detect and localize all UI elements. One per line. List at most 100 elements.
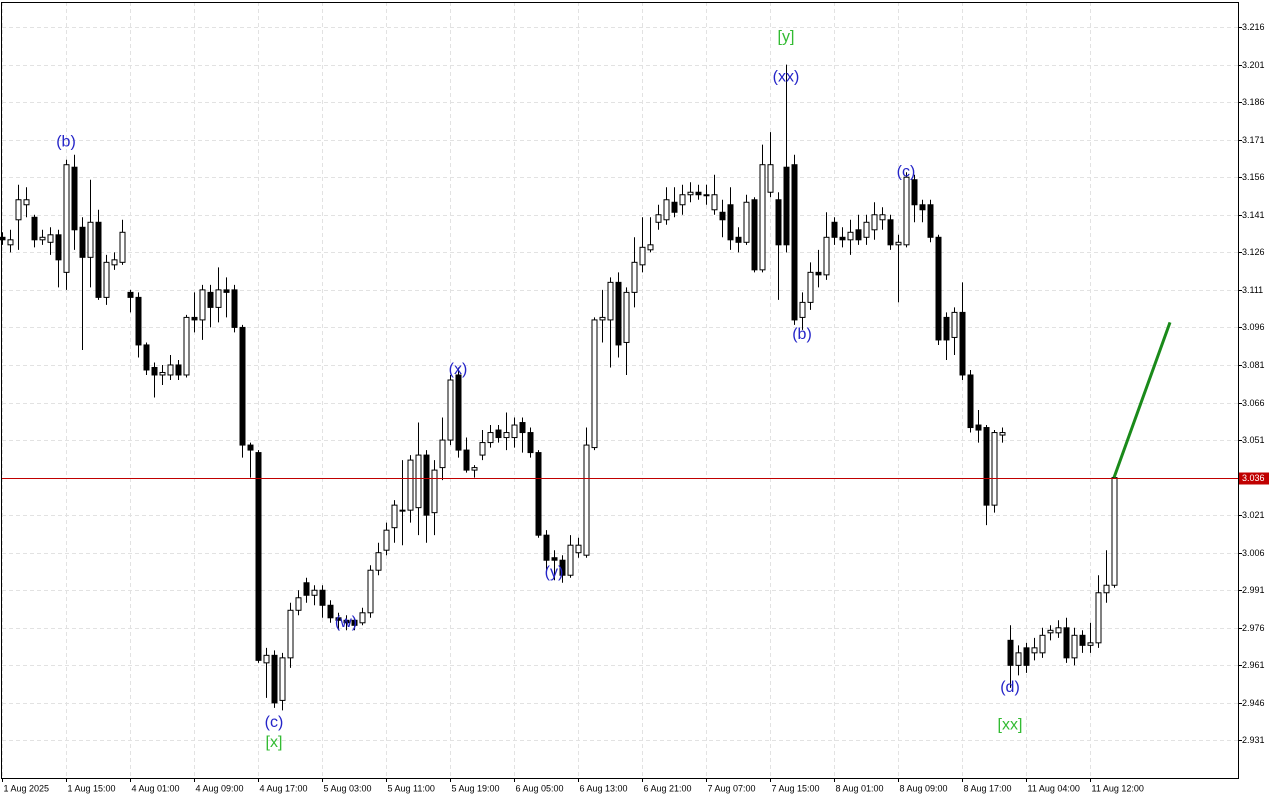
candle-body xyxy=(239,326,246,446)
candle-body xyxy=(663,199,670,221)
wave-label: (x) xyxy=(449,361,468,378)
y-tick-label: 2.931 xyxy=(1242,735,1265,745)
candle-body xyxy=(975,424,982,431)
overlay: (b) (c) [x] (w) (x) (y) (xx) [y] (b) (c) (d) [xx] xyxy=(2,28,1238,751)
candle-body xyxy=(559,559,566,576)
y-tick-label: 2.991 xyxy=(1242,585,1265,595)
candle-body xyxy=(711,194,718,211)
candle-body xyxy=(543,534,550,561)
candle-body xyxy=(719,211,726,221)
y-tick-label: 3.081 xyxy=(1242,360,1265,370)
candle-body xyxy=(735,236,742,243)
candle-body xyxy=(495,429,502,439)
x-tick-label: 4 Aug 17:00 xyxy=(260,783,308,793)
candle-body xyxy=(527,432,534,454)
candle-body xyxy=(479,442,486,456)
candle-body xyxy=(231,289,238,328)
candle-body xyxy=(847,231,854,241)
candle-body xyxy=(871,214,878,231)
candle-body xyxy=(799,301,806,318)
candle-body xyxy=(1015,652,1022,666)
wave-label: (w) xyxy=(335,614,357,631)
wave-label: (c) xyxy=(265,714,284,731)
candle-body xyxy=(367,569,374,614)
x-tick-label: 8 Aug 01:00 xyxy=(836,783,884,793)
candle-body xyxy=(375,552,382,571)
y-tick-label: 2.961 xyxy=(1242,660,1265,670)
candle-body xyxy=(759,164,766,271)
candle-body xyxy=(1095,592,1102,644)
candle-body xyxy=(431,469,438,514)
candle-body xyxy=(127,291,134,298)
candle-body xyxy=(103,261,110,298)
candle-body xyxy=(311,589,318,596)
candle-body xyxy=(503,432,510,439)
x-tick-label: 8 Aug 17:00 xyxy=(964,783,1012,793)
candle-body xyxy=(863,221,870,238)
x-tick-label: 1 Aug 2025 xyxy=(4,783,50,793)
candle-body xyxy=(255,452,262,661)
candle-body xyxy=(199,289,206,321)
y-tick-label: 3.051 xyxy=(1242,435,1265,445)
x-tick-label: 7 Aug 07:00 xyxy=(708,783,756,793)
candle-body xyxy=(391,504,398,529)
candle-body xyxy=(15,199,22,221)
candle-body xyxy=(1039,634,1046,654)
wave-label: (d) xyxy=(1000,679,1020,696)
x-tick-label: 1 Aug 15:00 xyxy=(68,783,116,793)
candle-body xyxy=(223,289,230,293)
candle-body xyxy=(351,619,358,626)
forecast-line xyxy=(1112,321,1172,479)
plot-frame xyxy=(1,2,1239,779)
candle-body xyxy=(487,432,494,444)
candle-body xyxy=(183,316,190,376)
x-tick-label: 6 Aug 13:00 xyxy=(580,783,628,793)
candle-body xyxy=(1023,647,1030,666)
candle-body xyxy=(335,617,342,621)
candle-body xyxy=(119,231,126,263)
x-tick-label: 6 Aug 05:00 xyxy=(516,783,564,793)
x-tick-label: 11 Aug 12:00 xyxy=(1092,783,1144,793)
candle-body xyxy=(247,444,254,451)
candle-body xyxy=(511,424,518,439)
candle-body xyxy=(999,432,1006,436)
wave-label: (c) xyxy=(897,163,916,180)
wave-label: [y] xyxy=(778,28,795,45)
x-tick-label: 6 Aug 21:00 xyxy=(644,783,692,793)
candle-body xyxy=(519,422,526,434)
wave-label: (xx) xyxy=(773,68,800,85)
candle-body xyxy=(319,589,326,606)
candle-body xyxy=(895,241,902,246)
x-tick-label: 11 Aug 04:00 xyxy=(1028,783,1080,793)
candle-body xyxy=(879,214,886,221)
candle-body xyxy=(703,194,710,197)
candle-body xyxy=(1031,647,1038,654)
current-price-label: 3.036 xyxy=(1242,473,1265,483)
candle-body xyxy=(1079,634,1086,646)
candle-body xyxy=(447,379,454,441)
candle-body xyxy=(295,597,302,611)
candle-body xyxy=(271,654,278,704)
candle-body xyxy=(415,454,422,509)
candle-body xyxy=(575,544,582,554)
y-tick-label: 3.156 xyxy=(1242,172,1265,182)
candle-body xyxy=(383,529,390,551)
y-tick-label: 3.006 xyxy=(1242,548,1265,558)
candle-body xyxy=(327,604,334,619)
current-price-box xyxy=(1239,472,1269,485)
candle-body xyxy=(359,612,366,624)
candle-body xyxy=(943,316,950,341)
candle-body xyxy=(135,296,142,346)
candle-body xyxy=(783,166,790,246)
candle-body xyxy=(79,226,86,258)
candle-body xyxy=(855,229,862,241)
candle-body xyxy=(919,204,926,211)
candle-body xyxy=(1063,627,1070,659)
candle-body xyxy=(551,557,558,561)
candle-body xyxy=(911,179,918,206)
candle-body xyxy=(7,239,14,246)
candle-body xyxy=(287,609,294,659)
candle-body xyxy=(455,374,462,451)
